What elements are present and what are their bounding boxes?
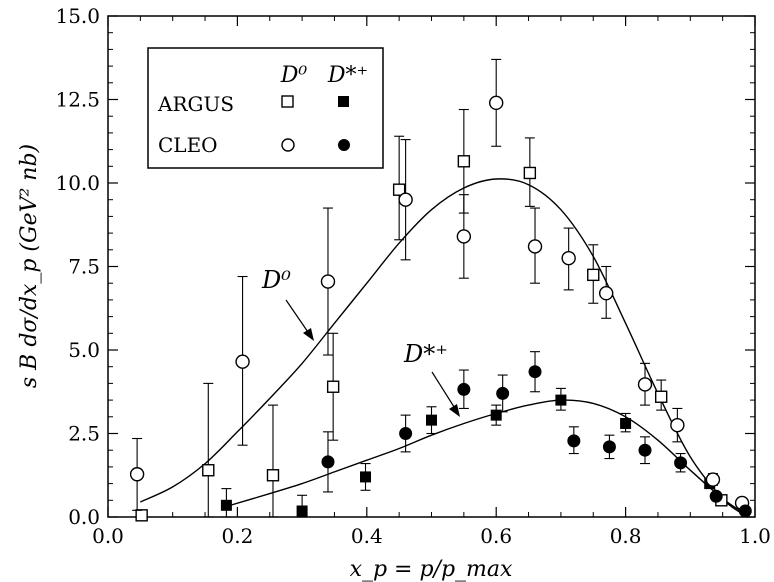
data-point-open-circle xyxy=(456,229,472,244)
data-point-filled-square xyxy=(555,394,567,406)
annotation-dstar-label: D*⁺ xyxy=(403,340,448,368)
data-point-open-square xyxy=(457,155,471,168)
legend-marker-argus-dstar xyxy=(338,96,349,107)
data-point-filled-square xyxy=(490,409,502,421)
legend-row-cleo: CLEO xyxy=(158,133,218,157)
data-point-filled-circle xyxy=(567,434,581,448)
data-point-open-circle xyxy=(398,192,413,207)
axis-ticks: 0.0 0.2 0.4 0.6 0.8 1.0 0.0 2.5 5.0 7.5 10.0 12.5 15… xyxy=(55,4,770,548)
data-point-filled-circle xyxy=(399,427,413,440)
y-tick-label: 7.5 xyxy=(68,255,100,279)
data-point-open-square xyxy=(266,469,280,482)
data-point-open-square xyxy=(135,509,148,522)
y-tick-label: 12.5 xyxy=(55,88,100,112)
data-point-filled-square xyxy=(620,417,632,429)
data-points xyxy=(129,58,752,522)
data-point-open-circle xyxy=(670,417,685,433)
data-point-filled-square xyxy=(360,471,372,483)
legend-marker-argus-d0 xyxy=(281,95,294,108)
data-point-filled-circle xyxy=(528,365,542,379)
data-point-filled-circle xyxy=(321,455,335,469)
data-point-filled-square xyxy=(426,414,437,426)
x-tick-label: 0.4 xyxy=(351,524,383,548)
data-point-open-circle xyxy=(527,239,543,254)
legend-marker-cleo-dstar xyxy=(338,139,350,151)
data-point-open-circle xyxy=(637,377,653,392)
legend-row-argus: ARGUS xyxy=(157,92,234,116)
data-point-open-circle xyxy=(235,354,250,369)
annotation-dstar-arrow-line xyxy=(431,371,457,411)
legend: D⁰ D*⁺ ARGUS CLEO xyxy=(147,47,384,169)
x-tick-label: 0.8 xyxy=(610,524,642,548)
data-point-filled-circle xyxy=(638,443,652,457)
annotation-d0-arrowhead xyxy=(303,328,314,341)
x-tick-label: 0.2 xyxy=(221,524,253,548)
data-point-open-circle xyxy=(598,286,614,301)
data-point-open-square xyxy=(654,390,668,403)
data-point-filled-circle xyxy=(496,386,510,400)
data-point-open-square xyxy=(392,183,406,196)
data-point-open-square xyxy=(326,380,340,393)
data-point-filled-square xyxy=(220,499,232,511)
data-point-filled-circle xyxy=(602,440,616,454)
y-tick-label: 15.0 xyxy=(55,4,100,28)
x-tick-label: 0.0 xyxy=(92,524,124,548)
legend-marker-cleo-d0 xyxy=(281,138,295,152)
data-point-open-circle xyxy=(129,467,145,482)
data-point-open-circle xyxy=(320,274,336,289)
data-point-filled-square xyxy=(296,505,308,517)
data-point-open-square xyxy=(202,464,215,477)
data-point-filled-circle xyxy=(709,489,723,503)
x-tick-label: 1.0 xyxy=(739,524,771,548)
series-0 xyxy=(135,108,728,522)
data-point-filled-circle xyxy=(738,504,752,518)
legend-header-d0: D⁰ xyxy=(280,63,308,88)
y-tick-label: 0.0 xyxy=(68,505,100,529)
y-tick-label: 2.5 xyxy=(68,422,100,446)
y-tick-label: 5.0 xyxy=(68,338,100,362)
data-point-open-square xyxy=(587,268,600,282)
annotation-d0: D⁰ xyxy=(261,266,314,341)
y-axis-title: s B dσ/dx_p (GeV² nb) xyxy=(17,144,42,388)
x-tick-label: 0.6 xyxy=(480,524,512,548)
annotation-d0-arrow-line xyxy=(285,299,311,336)
annotation-d0-label: D⁰ xyxy=(261,266,291,294)
data-point-open-circle xyxy=(705,472,721,487)
annotation-dstar-arrowhead xyxy=(449,404,460,417)
data-point-open-circle xyxy=(489,95,504,111)
data-point-open-square xyxy=(523,166,537,180)
series-2 xyxy=(129,58,750,511)
legend-header-dstar: D*⁺ xyxy=(327,63,368,88)
data-point-filled-circle xyxy=(674,456,688,470)
annotation-dstar: D*⁺ xyxy=(403,340,460,417)
x-axis-title: x_p = p/p_max xyxy=(350,557,513,582)
data-point-filled-circle xyxy=(457,382,471,396)
y-tick-label: 10.0 xyxy=(55,171,100,195)
data-point-open-circle xyxy=(561,250,576,266)
series-3 xyxy=(321,351,752,518)
